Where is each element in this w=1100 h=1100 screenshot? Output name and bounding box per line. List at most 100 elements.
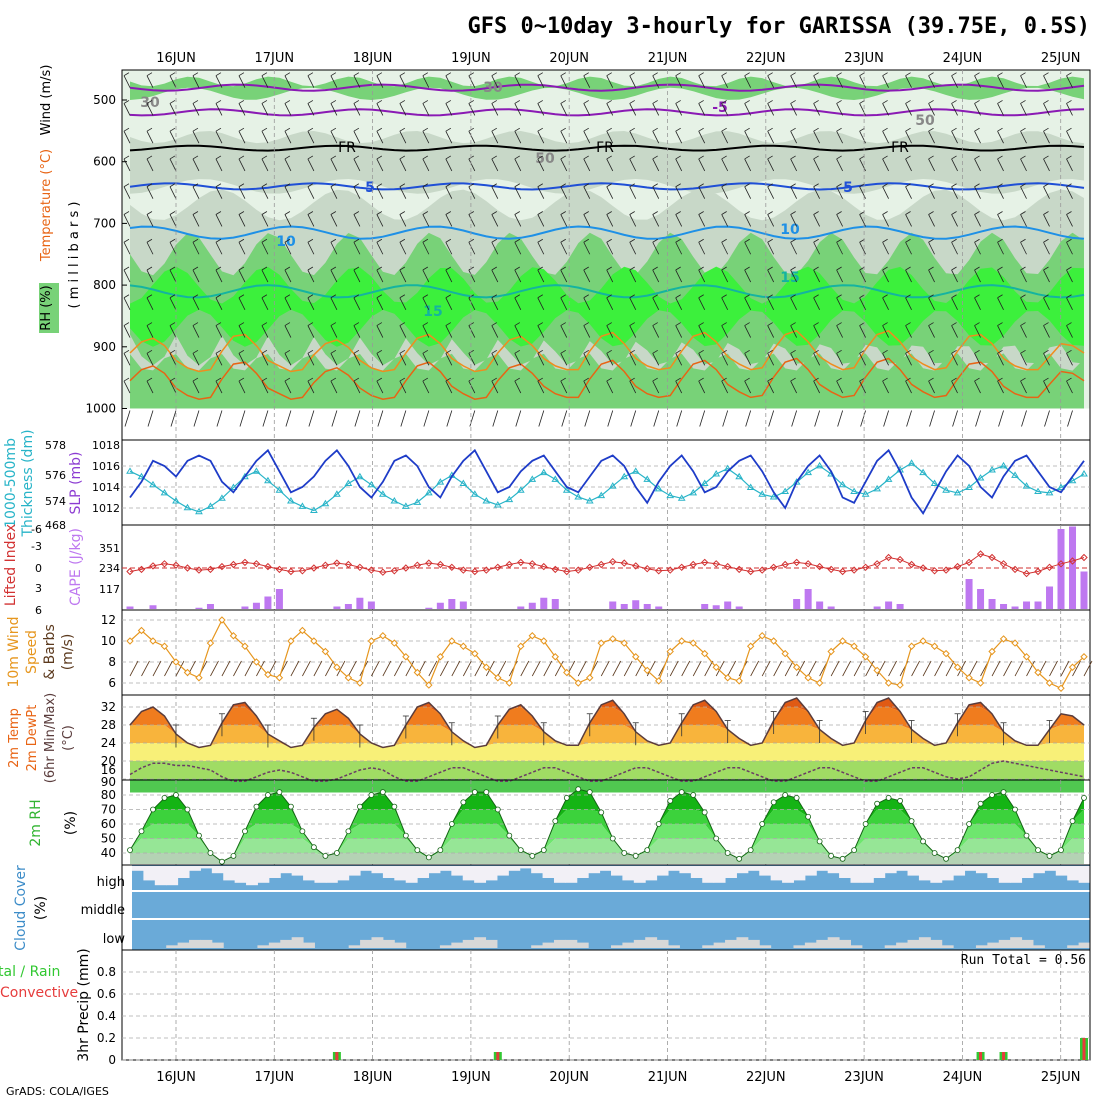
wind10m-barb bbox=[600, 660, 610, 677]
upper-wind-barb-flag bbox=[629, 183, 635, 188]
wind10m-barb bbox=[807, 660, 817, 677]
upper-wind-barb-flag bbox=[399, 377, 406, 382]
upper-wind-barb-flag bbox=[583, 72, 589, 77]
upper-wind-barb-flag bbox=[882, 266, 888, 271]
cape-bar bbox=[988, 599, 996, 609]
rh2m-point bbox=[552, 818, 559, 824]
rh2m-point bbox=[563, 795, 570, 801]
top-day-label: 18JUN bbox=[353, 51, 393, 66]
upper-wind-barb-flag bbox=[353, 211, 360, 215]
upper-wind-barb bbox=[698, 158, 706, 172]
upper-wind-barb-flag bbox=[353, 100, 360, 104]
cape-bar bbox=[620, 604, 628, 609]
upper-wind-barb bbox=[330, 75, 338, 88]
upper-wind-barb-flag bbox=[606, 238, 612, 243]
contour-label: -5 bbox=[712, 100, 728, 116]
rh2m-point bbox=[356, 803, 363, 810]
upper-wind-barb-flag bbox=[514, 294, 521, 299]
upper-wind-barb bbox=[882, 269, 889, 283]
upper-wind-barb-flag bbox=[560, 183, 566, 188]
upper-wind-barb-flag bbox=[376, 183, 383, 188]
cloud-low-cell bbox=[189, 939, 201, 948]
upper-wind-barb-flag bbox=[192, 183, 199, 188]
upper-wind-barb bbox=[376, 75, 384, 88]
surface-barb bbox=[814, 410, 821, 427]
cape-bar bbox=[333, 606, 341, 609]
upper-wind-barb-flag bbox=[675, 127, 681, 132]
upper-wind-barb-flag bbox=[238, 294, 245, 299]
wind10m-point bbox=[781, 649, 789, 658]
upper-wind-barb bbox=[652, 158, 660, 172]
upper-wind-barb bbox=[951, 75, 958, 88]
lifted-index-point bbox=[264, 562, 272, 571]
wind10m-barb bbox=[888, 660, 897, 677]
cloud-high-cell bbox=[246, 866, 258, 886]
contour-label: FR bbox=[596, 140, 614, 156]
upper-wind-barb-flag bbox=[307, 211, 314, 215]
upper-wind-barb bbox=[445, 353, 453, 366]
cloud-high-cell bbox=[896, 866, 909, 871]
wind10m-point bbox=[494, 674, 502, 682]
cloud-high-cell bbox=[1044, 866, 1057, 871]
upper-wind-barb-flag bbox=[767, 183, 773, 188]
upper-wind-barb bbox=[629, 75, 637, 88]
li-tick: -3 bbox=[31, 540, 42, 553]
upper-wind-barb bbox=[767, 103, 775, 116]
upper-wind-barb bbox=[238, 131, 246, 144]
upper-wind-barb-flag bbox=[928, 72, 934, 77]
rh2m-point bbox=[219, 858, 225, 865]
lifted-index-point bbox=[746, 567, 755, 576]
upper-wind-barb bbox=[675, 242, 683, 255]
upper-wind-barb bbox=[813, 131, 820, 144]
upper-wind-barb bbox=[629, 297, 637, 310]
upper-wind-barb-flag bbox=[882, 155, 888, 160]
thickness-point bbox=[505, 495, 514, 503]
cloud-high-cell bbox=[782, 866, 794, 883]
lifted-index-point bbox=[758, 566, 766, 574]
upper-wind-barb-flag bbox=[675, 183, 681, 188]
upper-wind-barb-flag bbox=[790, 155, 796, 160]
upper-wind-barb-flag bbox=[146, 72, 153, 77]
cape-bar bbox=[965, 579, 973, 609]
upper-wind-barb-flag bbox=[514, 72, 521, 77]
wind10m-point bbox=[149, 637, 157, 645]
upper-wind-barb-flag bbox=[215, 155, 222, 160]
surface-barb bbox=[722, 410, 729, 427]
upper-wind-barb bbox=[123, 214, 131, 227]
upper-wind-barb-flag bbox=[192, 294, 199, 299]
rh2m-point bbox=[1035, 847, 1041, 853]
upper-wind-barb bbox=[468, 353, 476, 366]
upper-wind-barb-flag bbox=[675, 322, 681, 326]
surface-barb bbox=[561, 410, 568, 427]
cloud-high-cell bbox=[519, 866, 532, 869]
lifted-index-point bbox=[792, 558, 801, 567]
cape-bar bbox=[356, 597, 364, 609]
temp-band bbox=[130, 779, 1084, 793]
ylabel-wind10m: (m/s) bbox=[60, 634, 76, 671]
upper-wind-barb-flag bbox=[629, 155, 635, 160]
upper-wind-barb bbox=[376, 214, 384, 227]
cloud-low-cell bbox=[553, 939, 566, 948]
upper-wind-barb bbox=[951, 158, 958, 172]
upper-wind-barb bbox=[905, 75, 912, 88]
upper-wind-barb-flag bbox=[192, 127, 199, 132]
upper-wind-barb-flag bbox=[445, 72, 452, 77]
upper-wind-barb-flag bbox=[629, 322, 635, 326]
upper-wind-barb bbox=[928, 242, 935, 255]
upper-wind-barb bbox=[1043, 269, 1050, 283]
upper-wind-barb-flag bbox=[1043, 377, 1049, 382]
wind10m-point bbox=[563, 668, 571, 677]
cloud-high-cell bbox=[930, 866, 943, 883]
cloud-low-cell bbox=[166, 945, 179, 948]
upper-wind-barb-flag bbox=[215, 294, 222, 299]
upper-wind-barb bbox=[606, 103, 614, 116]
cloud-low-cell bbox=[827, 937, 840, 948]
upper-wind-barb bbox=[123, 242, 131, 255]
wind10m-point bbox=[1057, 684, 1065, 692]
upper-wind-barb bbox=[836, 380, 843, 394]
upper-wind-barb bbox=[859, 269, 866, 283]
upper-wind-barb-flag bbox=[330, 377, 337, 382]
precip-tick: 0.2 bbox=[97, 1031, 116, 1045]
rh2m-point bbox=[1058, 847, 1064, 853]
upper-wind-barb-flag bbox=[790, 100, 796, 104]
